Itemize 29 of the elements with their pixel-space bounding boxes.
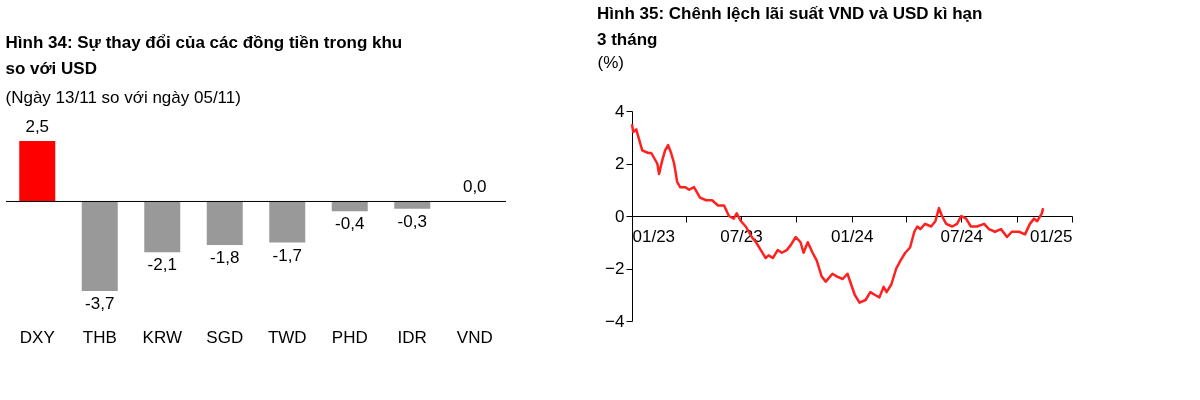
data-label: 2,5: [25, 117, 50, 136]
data-label: -0,3: [397, 211, 427, 231]
x-tick-label: 01/25: [1029, 226, 1073, 246]
x-tick-label: SGD: [206, 327, 244, 347]
x-tick-label: KRW: [142, 327, 182, 347]
y-tick-label: 0: [615, 206, 625, 226]
x-tick-label: 01/24: [830, 226, 874, 246]
chart-title: Hình 35: Chênh lệch lãi suất VND và USD kì hạn 3 tháng: [597, 4, 983, 49]
data-label: -1,7: [272, 245, 302, 265]
chart-title: Hình 34: Sự thay đổi của các đồng tiền trong khu so với USD: [5, 33, 403, 78]
x-tick-label: PHD: [331, 327, 368, 347]
x-tick-label: VND: [456, 327, 493, 347]
x-tick-label: TWD: [267, 327, 307, 347]
x-tick-label: 07/24: [940, 226, 984, 246]
x-tick-label: THB: [82, 327, 117, 347]
y-tick-label: 4: [615, 101, 625, 121]
x-tick-label: IDR: [397, 327, 427, 347]
data-label: -1,8: [210, 248, 240, 268]
y-tick-label: −4: [605, 311, 625, 331]
chart-subtitle: (Ngày 13/11 so với ngày 05/11): [5, 88, 241, 107]
x-tick-label: DXY: [19, 327, 55, 347]
data-label: 0,0: [462, 177, 487, 197]
data-label: -2,1: [147, 255, 177, 275]
data-label: -3,7: [85, 294, 115, 313]
y-tick-label: 2: [615, 154, 625, 173]
data-label: -0,4: [335, 214, 365, 234]
y-axis-title: (%): [597, 52, 624, 72]
y-tick-label: −2: [605, 259, 625, 278]
x-tick-label: 01/23: [632, 226, 676, 246]
